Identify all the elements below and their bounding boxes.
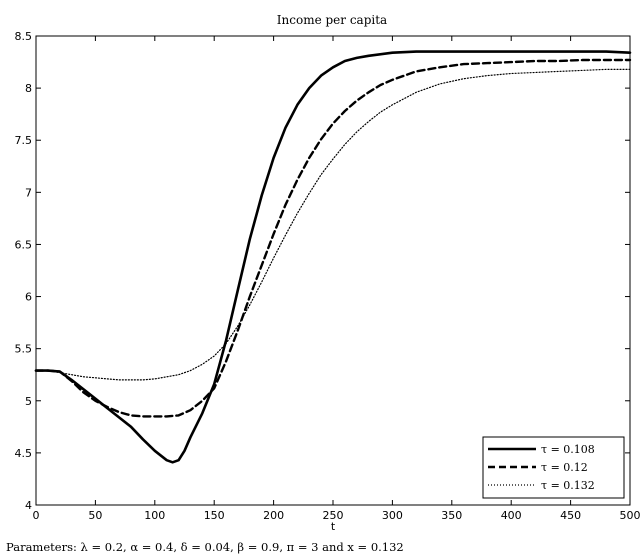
line-chart: Income per capita 0 50 100 150 200 250 300 350 4… [15, 13, 640, 533]
series-line-solid [34, 50, 632, 464]
y-tick-label: 5.5 [15, 343, 33, 356]
y-tick-label: 6 [25, 291, 32, 304]
legend-label: τ = 0.108 [541, 443, 595, 456]
x-tick-label: 350 [441, 509, 462, 522]
legend: τ = 0.108 τ = 0.12 τ = 0.132 [482, 436, 625, 499]
axis-ticks: 0 50 100 150 200 250 300 350 400 450 500 4 4.5 5 5.5 6 6… [15, 30, 640, 522]
x-tick-label: 50 [88, 509, 102, 522]
legend-label: τ = 0.12 [541, 461, 588, 474]
y-tick-label: 8.5 [15, 30, 33, 43]
y-tick-label: 7.5 [15, 134, 33, 147]
y-tick-label: 7 [25, 186, 32, 199]
x-axis-label: t [331, 520, 336, 533]
parameters-caption: Parameters: λ = 0.2, α = 0.4, δ = 0.04, … [6, 540, 404, 554]
x-tick-label: 500 [620, 509, 640, 522]
x-tick-label: 300 [382, 509, 403, 522]
x-tick-label: 0 [33, 509, 40, 522]
legend-box [482, 436, 625, 499]
legend-label: τ = 0.132 [541, 479, 595, 492]
x-tick-label: 450 [560, 509, 581, 522]
series-line-dashed [34, 58, 632, 418]
series-lines [34, 50, 632, 464]
x-tick-label: 100 [144, 509, 165, 522]
y-tick-label: 4.5 [15, 447, 33, 460]
chart-title: Income per capita [277, 13, 387, 27]
y-tick-label: 5 [25, 395, 32, 408]
y-tick-label: 8 [25, 82, 32, 95]
plot-frame [35, 35, 631, 506]
x-tick-label: 200 [263, 509, 284, 522]
x-tick-label: 250 [323, 509, 344, 522]
x-tick-label: 150 [204, 509, 225, 522]
y-tick-label: 6.5 [15, 238, 33, 251]
series-line-dotted [35, 68, 631, 381]
x-tick-label: 400 [501, 509, 522, 522]
y-tick-label: 4 [25, 499, 32, 512]
